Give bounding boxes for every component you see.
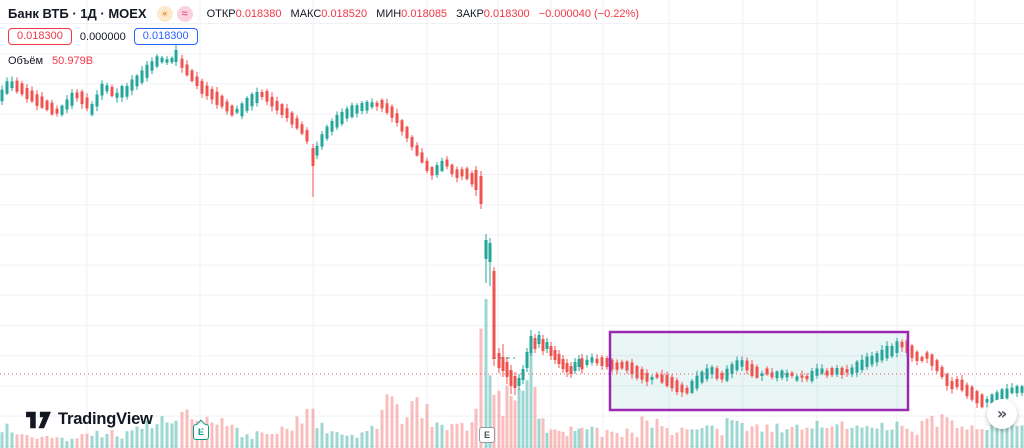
high-label: МАКС: [290, 7, 322, 20]
low-label: МИН: [376, 7, 402, 20]
change-value: −0.000040 (−0.22%): [538, 7, 639, 20]
volume-row: Объём 50.979B: [8, 51, 639, 70]
tradingview-logo-icon: [26, 411, 51, 429]
high-value: 0.018520: [321, 7, 368, 20]
volume-series: [0, 298, 1024, 448]
drawing-rectangle: [608, 330, 910, 412]
symbol-row: Банк ВТБ · 1Д · MOEX ☀ ≈ ОТКР 0.018380 МА…: [8, 4, 639, 23]
volume-value: 50.979B: [52, 54, 94, 67]
approx-delay-icon[interactable]: ≈: [176, 5, 193, 22]
chart-legend: Банк ВТБ · 1Д · MOEX ☀ ≈ ОТКР 0.018380 МА…: [8, 4, 639, 70]
candlestick-series: [0, 42, 1024, 409]
bid-ask-row: 0.018300 0.000000 0.018300: [8, 27, 639, 46]
volume-label: Объём: [8, 54, 44, 67]
buy-price-button[interactable]: 0.018300: [133, 28, 198, 45]
symbol-title[interactable]: Банк ВТБ · 1Д · MOEX: [8, 6, 147, 21]
spread-value: 0.000000: [79, 30, 126, 43]
status-icons: ☀ ≈: [156, 5, 193, 22]
scroll-to-latest-button[interactable]: »: [987, 399, 1017, 429]
tradingview-logo[interactable]: TradingView: [26, 410, 153, 429]
ohlc-values: ОТКР 0.018380 МАКС 0.018520 МИН 0.018085 ЗА…: [207, 8, 530, 20]
open-label: ОТКР: [206, 7, 236, 20]
earnings-event-badge[interactable]: E: [193, 424, 209, 440]
sunset-icon[interactable]: ☀: [156, 5, 173, 22]
close-label: ЗАКР: [456, 7, 484, 20]
open-value: 0.018380: [235, 7, 282, 20]
earnings-event-badge[interactable]: E: [479, 427, 495, 443]
low-value: 0.018085: [401, 7, 448, 20]
close-value: 0.018300: [483, 7, 530, 20]
tradingview-logo-text: TradingView: [58, 410, 153, 428]
sell-price-button[interactable]: 0.018300: [8, 28, 72, 45]
